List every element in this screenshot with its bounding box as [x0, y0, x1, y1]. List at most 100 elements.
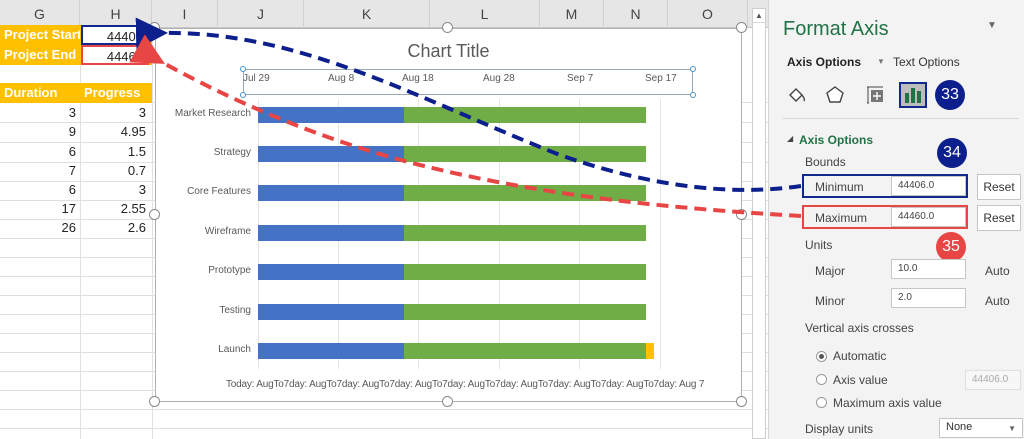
radio-maximum-axis-value-label[interactable]: Maximum axis value [833, 396, 942, 410]
cell-progress[interactable]: 1.5 [127, 144, 146, 159]
axis-resize-handle[interactable] [240, 92, 246, 98]
chart-resize-handle[interactable] [736, 209, 747, 220]
project-end-value[interactable]: 44460 [81, 45, 149, 65]
column-header-j[interactable]: J [218, 0, 304, 28]
tab-axis-options[interactable]: Axis Options [787, 55, 862, 69]
column-header-m[interactable]: M [540, 0, 604, 28]
radio-automatic-label[interactable]: Automatic [833, 349, 887, 363]
radio-maximum-axis-value[interactable] [816, 397, 827, 408]
chart-title[interactable]: Chart Title [407, 41, 490, 61]
cell-duration[interactable]: 9 [68, 124, 76, 139]
spreadsheet[interactable]: G H I J K L M N O Project Start 44406 Pr… [0, 0, 768, 439]
bar-duration[interactable] [404, 264, 646, 280]
axis-resize-handle[interactable] [690, 66, 696, 72]
bar-start-offset[interactable] [258, 343, 404, 359]
cell-progress[interactable]: 3 [138, 182, 146, 197]
major-input[interactable]: 10.0 [891, 259, 966, 279]
minor-auto-label[interactable]: Auto [985, 294, 1010, 308]
cell-duration[interactable]: 7 [68, 163, 76, 178]
horizontal-axis-selection[interactable] [243, 69, 693, 95]
display-units-select[interactable]: None ▼ [939, 418, 1023, 438]
chart-resize-handle[interactable] [736, 22, 747, 33]
chart-resize-handle[interactable] [736, 396, 747, 407]
tab-axis-options-dropdown-icon[interactable]: ▼ [877, 57, 885, 66]
cell-progress[interactable]: 2.55 [120, 201, 146, 216]
bar-duration[interactable] [404, 304, 646, 320]
tab-text-options[interactable]: Text Options [893, 55, 960, 69]
bar-duration[interactable] [404, 343, 646, 359]
display-units-label: Display units [805, 422, 874, 436]
bar-duration[interactable] [404, 146, 646, 162]
cell-duration[interactable]: 17 [61, 201, 76, 216]
column-header-g[interactable]: G [0, 0, 80, 28]
maximum-input[interactable]: 44460.0 [891, 207, 966, 227]
bar-start-offset[interactable] [258, 304, 404, 320]
bar-start-offset[interactable] [258, 146, 404, 162]
chart-resize-handle[interactable] [442, 396, 453, 407]
header-duration[interactable]: Duration [0, 83, 80, 103]
display-units-value: None [946, 421, 973, 433]
bar-start-offset[interactable] [258, 107, 404, 123]
fill-line-icon[interactable] [783, 82, 811, 108]
column-header-l[interactable]: L [430, 0, 540, 28]
axis-options-chart-icon[interactable] [899, 82, 927, 108]
scroll-up-arrow-icon[interactable]: ▲ [753, 9, 765, 23]
minor-label: Minor [815, 294, 846, 308]
column-header-i[interactable]: I [152, 0, 218, 28]
bar-extra[interactable] [646, 343, 654, 359]
format-axis-pane: Format Axis ▼ Axis Options ▼ Text Option… [768, 0, 1024, 439]
category-label: Prototype [208, 265, 251, 276]
cell-duration[interactable]: 26 [61, 220, 76, 235]
cell-duration[interactable]: 3 [68, 105, 76, 120]
column-header-k[interactable]: K [304, 0, 430, 28]
radio-automatic[interactable] [816, 351, 827, 362]
major-auto-label[interactable]: Auto [985, 264, 1010, 278]
cell-duration[interactable]: 6 [68, 182, 76, 197]
pane-options-dropdown-icon[interactable]: ▼ [987, 20, 997, 31]
cell-progress[interactable]: 2.6 [127, 220, 146, 235]
bar-duration[interactable] [404, 107, 646, 123]
chart-resize-handle[interactable] [149, 209, 160, 220]
bar-start-offset[interactable] [258, 185, 404, 201]
cell-duration[interactable]: 6 [68, 144, 76, 159]
cell-progress[interactable]: 3 [138, 105, 146, 120]
column-header-o[interactable]: O [668, 0, 748, 28]
axis-value-input[interactable]: 44406.0 [965, 370, 1021, 390]
axis-tick-label: Aug 28 [483, 73, 515, 84]
divider [783, 118, 1019, 119]
radio-axis-value[interactable] [816, 374, 827, 385]
bar-duration[interactable] [404, 185, 646, 201]
project-end-label[interactable]: Project End [0, 45, 80, 65]
header-progress[interactable]: Progress [80, 83, 152, 103]
radio-axis-value-label[interactable]: Axis value [833, 373, 888, 387]
maximum-reset-button[interactable]: Reset [977, 205, 1021, 231]
project-start-value[interactable]: 44406 [81, 25, 149, 45]
minimum-reset-button[interactable]: Reset [977, 174, 1021, 200]
chart-resize-handle[interactable] [442, 22, 453, 33]
axis-tick-label: Jul 29 [243, 73, 270, 84]
effects-pentagon-icon[interactable] [821, 82, 849, 108]
minimum-input[interactable]: 44406.0 [891, 176, 966, 196]
project-start-label[interactable]: Project Start [0, 25, 81, 45]
bar-start-offset[interactable] [258, 264, 404, 280]
column-header-h[interactable]: H [80, 0, 152, 28]
axis-tick-label: Sep 7 [567, 73, 594, 84]
gantt-chart[interactable]: Chart Title Jul 29 Aug 8 Aug 18 Aug 28 S… [155, 28, 742, 402]
chart-resize-handle[interactable] [149, 22, 160, 33]
chart-resize-handle[interactable] [149, 396, 160, 407]
bar-duration[interactable] [404, 225, 646, 241]
collapse-triangle-icon[interactable]: ◢ [787, 134, 794, 143]
axis-resize-handle[interactable] [240, 66, 246, 72]
axis-resize-handle[interactable] [690, 92, 696, 98]
size-properties-icon[interactable] [861, 82, 889, 108]
minor-input[interactable]: 2.0 [891, 288, 966, 308]
column-header-n[interactable]: N [604, 0, 668, 28]
bar-start-offset[interactable] [258, 225, 404, 241]
section-axis-options[interactable]: Axis Options [799, 133, 874, 147]
step-badge-35: 35 [936, 232, 966, 262]
grid-line [0, 428, 768, 429]
cell-progress[interactable]: 4.95 [120, 124, 146, 139]
category-label: Wireframe [204, 226, 251, 237]
cell-progress[interactable]: 0.7 [127, 163, 146, 178]
vertical-scrollbar[interactable]: ▲ [752, 8, 766, 439]
